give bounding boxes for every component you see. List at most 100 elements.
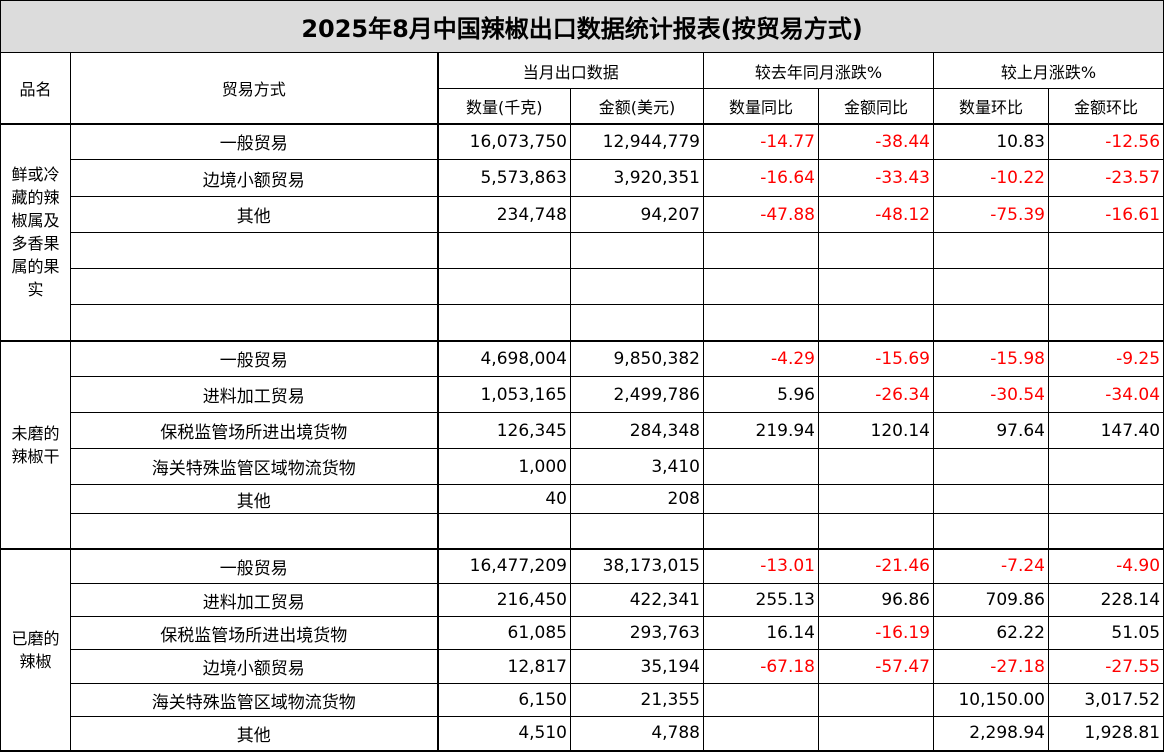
value-cell: 219.94 xyxy=(703,412,819,449)
value-cell xyxy=(703,268,819,305)
data-row: 海关特殊监管区域物流货物 1,000 3,410 xyxy=(1,448,1164,485)
trade-mode: 一般贸易 xyxy=(70,548,439,584)
value-cell xyxy=(570,268,704,305)
value-cell: 97.64 xyxy=(933,412,1049,449)
trade-mode: 边境小额贸易 xyxy=(70,159,439,197)
value-cell: -16.19 xyxy=(818,616,934,650)
value-cell: -15.98 xyxy=(933,340,1049,377)
value-cell: 21,355 xyxy=(570,683,704,717)
trade-mode xyxy=(70,304,439,342)
value-cell xyxy=(437,304,571,342)
value-cell: 3,920,351 xyxy=(570,159,704,197)
value-cell: -47.88 xyxy=(703,196,819,233)
value-cell: -27.55 xyxy=(1047,649,1164,684)
value-cell xyxy=(437,513,571,550)
data-row: 边境小额贸易 12,817 35,194 -67.18 -57.47 -27.18 -27.… xyxy=(1,649,1164,684)
value-cell: 1,000 xyxy=(437,448,571,485)
title-row: 2025年8月中国辣椒出口数据统计报表(按贸易方式) xyxy=(0,0,1164,53)
value-cell xyxy=(818,513,934,550)
value-cell xyxy=(703,484,819,514)
value-cell: 94,207 xyxy=(570,196,704,233)
value-cell xyxy=(703,716,819,752)
sub-header: 金额(美元) xyxy=(570,88,704,125)
value-cell: 35,194 xyxy=(570,649,704,684)
value-cell: 4,510 xyxy=(437,716,571,752)
data-row: 已磨的辣椒 一般贸易 16,477,209 38,173,015 -13.01 -21.4… xyxy=(0,548,1164,752)
value-cell: 5.96 xyxy=(703,376,819,413)
sub-header: 金额同比 xyxy=(818,88,934,125)
subheader-row: 数量(千克) 金额(美元) 数量同比 金额同比 数量环比 金额环比 xyxy=(1,88,1164,125)
value-cell xyxy=(933,268,1049,305)
data-row xyxy=(1,268,1164,305)
value-cell: -27.18 xyxy=(933,649,1049,684)
data-row: 未磨的辣椒干 一般贸易 4,698,004 9,850,382 -4.29 -15.69-… xyxy=(0,340,1164,550)
value-cell: 12,817 xyxy=(437,649,571,684)
data-row: 边境小额贸易 5,573,863 3,920,351 -16.64 -33.43 -10.… xyxy=(1,159,1164,197)
value-cell xyxy=(818,448,934,485)
trade-mode xyxy=(70,268,439,305)
value-cell: 5,573,863 xyxy=(437,159,571,197)
value-cell: 255.13 xyxy=(703,583,819,617)
value-cell: -9.25 xyxy=(1047,340,1164,377)
value-cell: 16,477,209 xyxy=(437,548,571,584)
value-cell: 4,698,004 xyxy=(437,340,571,377)
data-row: 进料加工贸易 1,053,165 2,499,786 5.96 -26.34 -30.54… xyxy=(1,376,1164,413)
value-cell xyxy=(1047,448,1164,485)
value-cell: 1,928.81 xyxy=(1047,716,1164,752)
sub-header: 数量环比 xyxy=(933,88,1049,125)
value-cell: 6,150 xyxy=(437,683,571,717)
data-row: 海关特殊监管区域物流货物 6,150 21,355 10,150.00 3,017.52 xyxy=(1,683,1164,717)
value-cell: 284,348 xyxy=(570,412,704,449)
value-cell: 293,763 xyxy=(570,616,704,650)
data-row: 其他 40 208 xyxy=(1,484,1164,514)
value-cell: 96.86 xyxy=(818,583,934,617)
value-cell: 228.14 xyxy=(1047,583,1164,617)
trade-mode: 海关特殊监管区域物流货物 xyxy=(70,683,439,717)
trade-mode: 边境小额贸易 xyxy=(70,649,439,684)
value-cell: 4,788 xyxy=(570,716,704,752)
trade-mode: 其他 xyxy=(70,716,439,752)
value-cell: -57.47 xyxy=(818,649,934,684)
value-cell xyxy=(933,513,1049,550)
table-title: 2025年8月中国辣椒出口数据统计报表(按贸易方式) xyxy=(0,0,1164,53)
value-cell: -13.01 xyxy=(703,548,819,584)
value-cell xyxy=(703,304,819,342)
value-cell: 709.86 xyxy=(933,583,1049,617)
sub-header: 数量同比 xyxy=(703,88,819,125)
value-cell xyxy=(437,232,571,269)
value-cell: 16.14 xyxy=(703,616,819,650)
value-cell xyxy=(933,448,1049,485)
value-cell: 9,850,382 xyxy=(570,340,704,377)
value-cell: 16,073,750 xyxy=(437,123,571,160)
value-cell: -26.34 xyxy=(818,376,934,413)
value-cell: 1,053,165 xyxy=(437,376,571,413)
value-cell xyxy=(703,683,819,717)
sub-header: 数量(千克) xyxy=(437,88,571,125)
trade-mode: 一般贸易 xyxy=(70,340,439,377)
value-cell: -14.77 xyxy=(703,123,819,160)
value-cell xyxy=(570,304,704,342)
value-cell xyxy=(818,683,934,717)
value-cell xyxy=(703,513,819,550)
value-cell: 422,341 xyxy=(570,583,704,617)
value-cell: 3,410 xyxy=(570,448,704,485)
value-cell xyxy=(570,232,704,269)
value-cell: 2,298.94 xyxy=(933,716,1049,752)
value-cell xyxy=(1047,268,1164,305)
value-cell: 3,017.52 xyxy=(1047,683,1164,717)
sub-header: 金额环比 xyxy=(1047,88,1164,125)
value-cell: -23.57 xyxy=(1047,159,1164,197)
trade-mode: 其他 xyxy=(70,484,439,514)
product-name: 未磨的辣椒干 xyxy=(0,340,71,550)
value-cell: -10.22 xyxy=(933,159,1049,197)
current-header: 当月出口数据 xyxy=(437,52,704,89)
trade-mode: 进料加工贸易 xyxy=(70,376,439,413)
data-row: 保税监管场所进出境货物 126,345 284,348 219.94 120.14 97.… xyxy=(1,412,1164,449)
value-cell xyxy=(818,304,934,342)
value-cell: -30.54 xyxy=(933,376,1049,413)
value-cell xyxy=(933,484,1049,514)
value-cell: 208 xyxy=(570,484,704,514)
value-cell: 40 xyxy=(437,484,571,514)
value-cell xyxy=(818,232,934,269)
data-row xyxy=(1,232,1164,269)
